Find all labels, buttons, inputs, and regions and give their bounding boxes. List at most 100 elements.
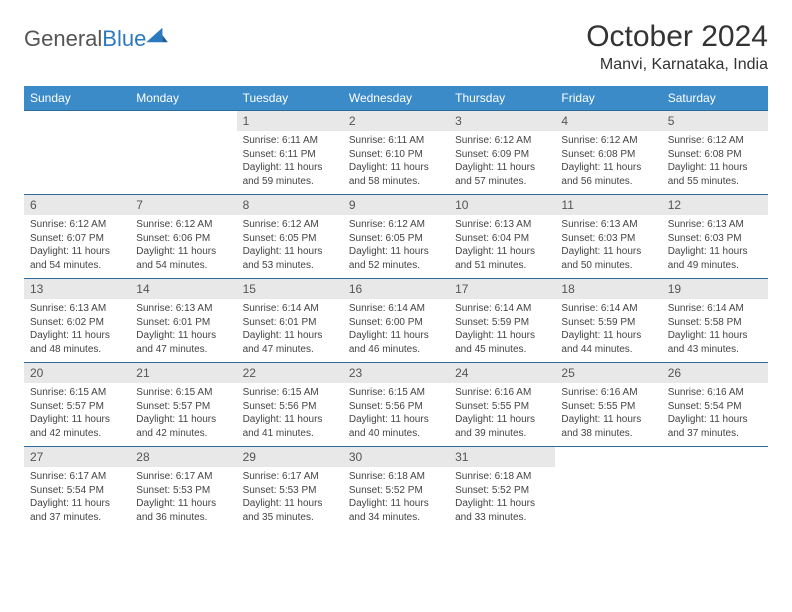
daylight-line: Daylight: 11 hours and 41 minutes. [243,414,323,439]
day-detail: Sunrise: 6:15 AMSunset: 5:56 PMDaylight:… [237,383,343,447]
sunrise-line: Sunrise: 6:15 AM [243,387,319,398]
day-detail: Sunrise: 6:15 AMSunset: 5:57 PMDaylight:… [130,383,236,447]
calendar-table: SundayMondayTuesdayWednesdayThursdayFrid… [24,86,768,530]
sunrise-line: Sunrise: 6:12 AM [30,219,106,230]
blank-detail [555,467,661,530]
sunrise-line: Sunrise: 6:14 AM [455,303,531,314]
day-detail: Sunrise: 6:18 AM Sunset: 5:52 PM Daylight:… [343,467,449,530]
day-detail: Sunrise: 6:16 AMSunset: 5:55 PMDaylight:… [555,383,661,447]
sunrise-line: Sunrise: 6:17 AM [30,471,106,482]
day-detail: Sunrise: 6:14 AMSunset: 5:59 PMDaylight:… [449,299,555,363]
day-number: 16 [343,279,449,300]
daylight-line: Daylight: 11 hours and 46 minutes. [349,330,429,355]
day-number: 17 [449,279,555,300]
sunrise-line: Sunrise: 6:13 AM [561,219,637,230]
sunrise-line: Sunrise: 6:17 AM [243,471,319,482]
day-number: 30 [343,447,449,468]
daylight-line: Daylight: 11 hours and 44 minutes. [561,330,641,355]
day-number: 13 [24,279,130,300]
sunrise-line: Sunrise: 6:17 AM [136,471,212,482]
logo-word2: Blue [102,26,146,51]
sunrise-line: Sunrise: 6:14 AM [349,303,425,314]
sunrise-line: Sunrise: 6:14 AM [561,303,637,314]
header: GeneralBlue October 2024 Manvi, Karnatak… [24,20,768,74]
blank-daynum [555,447,661,468]
sunrise-line: Sunrise: 6:18 AM [455,471,531,482]
day-number: 18 [555,279,661,300]
blank-detail [662,467,768,530]
daylight-line: Daylight: 11 hours and 51 minutes. [455,246,535,271]
weekday-header: Saturday [662,86,768,111]
weekday-header: Friday [555,86,661,111]
day-detail: Sunrise: 6:12 AMSunset: 6:07 PMDaylight:… [24,215,130,279]
sunrise-line: Sunrise: 6:12 AM [243,219,319,230]
sunset-line: Sunset: 6:08 PM [668,149,742,160]
daylight-line: Daylight: 11 hours and 40 minutes. [349,414,429,439]
day-number: 9 [343,195,449,216]
day-number: 28 [130,447,236,468]
sunrise-line: Sunrise: 6:18 AM [349,471,425,482]
sunrise-line: Sunrise: 6:13 AM [455,219,531,230]
daylight-line: Daylight: 11 hours and 38 minutes. [561,414,641,439]
day-number: 21 [130,363,236,384]
sunset-line: Sunset: 5:53 PM [136,485,210,496]
sunrise-line: Sunrise: 6:14 AM [668,303,744,314]
daylight-line: Daylight: 11 hours and 42 minutes. [136,414,216,439]
sunrise-line: Sunrise: 6:12 AM [668,135,744,146]
day-detail: Sunrise: 6:14 AM Sunset: 5:58 PM Daylight:… [662,299,768,363]
day-detail: Sunrise: 6:12 AMSunset: 6:05 PMDaylight:… [237,215,343,279]
sunrise-line: Sunrise: 6:16 AM [668,387,744,398]
weekday-header: Monday [130,86,236,111]
sunset-line: Sunset: 5:58 PM [668,317,742,328]
sunrise-line: Sunrise: 6:13 AM [668,219,744,230]
sunset-line: Sunset: 5:59 PM [455,317,529,328]
detail-row: Sunrise: 6:15 AM Sunset: 5:57 PM Daylight:… [24,383,768,447]
sunrise-line: Sunrise: 6:11 AM [349,135,424,146]
blank-detail [130,131,236,195]
sunset-line: Sunset: 5:57 PM [136,401,210,412]
sunset-line: Sunset: 5:54 PM [668,401,742,412]
daylight-line: Daylight: 11 hours and 59 minutes. [243,162,323,187]
day-detail: Sunrise: 6:12 AMSunset: 6:08 PMDaylight:… [555,131,661,195]
sunset-line: Sunset: 6:08 PM [561,149,635,160]
sunset-line: Sunset: 5:52 PM [349,485,423,496]
sunrise-line: Sunrise: 6:13 AM [136,303,212,314]
day-detail: Sunrise: 6:16 AMSunset: 5:55 PMDaylight:… [449,383,555,447]
day-detail: Sunrise: 6:13 AMSunset: 6:02 PMDaylight:… [24,299,130,363]
sunset-line: Sunset: 6:01 PM [136,317,210,328]
daylight-line: Daylight: 11 hours and 47 minutes. [243,330,323,355]
daylight-line: Daylight: 11 hours and 37 minutes. [668,414,748,439]
sunset-line: Sunset: 6:00 PM [349,317,423,328]
day-detail: Sunrise: 6:17 AMSunset: 5:54 PMDaylight:… [24,467,130,530]
daylight-line: Daylight: 11 hours and 34 minutes. [349,498,429,523]
blank-detail [24,131,130,195]
daylight-line: Daylight: 11 hours and 50 minutes. [561,246,641,271]
detail-row: Sunrise: 6:17 AMSunset: 5:54 PMDaylight:… [24,467,768,530]
daylight-line: Daylight: 11 hours and 52 minutes. [349,246,429,271]
daynum-row: 2728293031 [24,447,768,468]
blank-daynum [24,111,130,132]
daylight-line: Daylight: 11 hours and 48 minutes. [30,330,110,355]
weekday-header: Thursday [449,86,555,111]
day-number: 12 [662,195,768,216]
sunset-line: Sunset: 5:57 PM [30,401,104,412]
calendar-header-row: SundayMondayTuesdayWednesdayThursdayFrid… [24,86,768,111]
sunrise-line: Sunrise: 6:15 AM [349,387,425,398]
sunset-line: Sunset: 6:04 PM [455,233,529,244]
daylight-line: Daylight: 11 hours and 47 minutes. [136,330,216,355]
sunset-line: Sunset: 6:09 PM [455,149,529,160]
daynum-row: 6789101112 [24,195,768,216]
daylight-line: Daylight: 11 hours and 35 minutes. [243,498,323,523]
day-number: 19 [662,279,768,300]
day-detail: Sunrise: 6:11 AMSunset: 6:10 PMDaylight:… [343,131,449,195]
daylight-line: Daylight: 11 hours and 43 minutes. [668,330,748,355]
daynum-row: 12345 [24,111,768,132]
daynum-row: 20212223242526 [24,363,768,384]
day-number: 15 [237,279,343,300]
sunset-line: Sunset: 5:56 PM [349,401,423,412]
sunrise-line: Sunrise: 6:16 AM [561,387,637,398]
sunset-line: Sunset: 6:02 PM [30,317,104,328]
day-number: 10 [449,195,555,216]
day-detail: Sunrise: 6:12 AMSunset: 6:08 PMDaylight:… [662,131,768,195]
sunrise-line: Sunrise: 6:16 AM [455,387,531,398]
